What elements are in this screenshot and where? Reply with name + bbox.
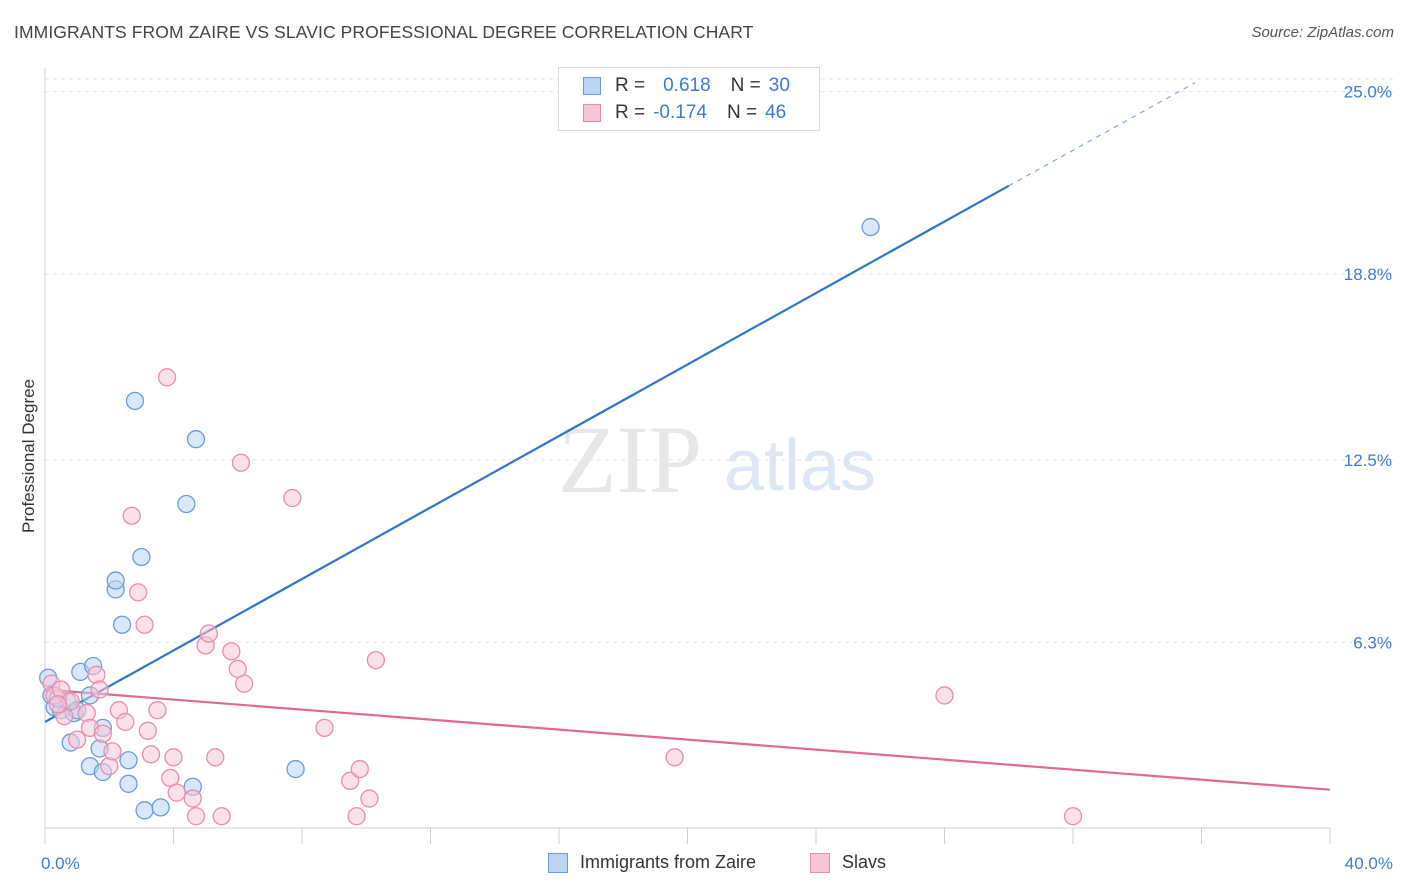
legend: R = 0.618 N = 30 R = -0.174 N = 46 <box>558 67 820 131</box>
bottom-legend-item-slavs: Slavs <box>810 852 886 873</box>
point-slavs <box>122 506 141 525</box>
trend-line-extension <box>1008 82 1196 187</box>
y-axis-title: Professional Degree <box>19 379 38 533</box>
point-slavs <box>283 488 302 508</box>
legend-n-value: 46 <box>765 102 787 123</box>
point-slavs <box>164 748 183 767</box>
source-label: Source: ZipAtlas.com <box>1251 24 1394 41</box>
legend-row-zaire: R = 0.618 N = 30 <box>583 74 810 98</box>
point-slavs <box>341 771 360 791</box>
point-slavs <box>1063 807 1083 826</box>
point-slavs <box>222 642 241 661</box>
point-slavs <box>116 712 135 732</box>
point-slavs <box>167 783 186 802</box>
point-slavs <box>360 789 379 808</box>
legend-swatch-pink <box>583 104 601 122</box>
point-slavs <box>315 718 334 737</box>
tick-labels: 6.3% 12.5% 18.8% 25.0% 0.0% 40.0% <box>41 83 1393 873</box>
point-slavs <box>90 680 109 699</box>
point-zaire <box>861 217 880 237</box>
point-slavs <box>48 695 67 714</box>
point-zaire <box>125 391 145 411</box>
point-slavs <box>77 703 96 723</box>
trend-line-slavs <box>44 688 1331 791</box>
x-tick-label: 40.0% <box>1345 854 1393 873</box>
bottom-legend: Immigrants from Zaire Slavs <box>0 852 1406 876</box>
point-slavs <box>100 756 119 776</box>
y-tick-label: 12.5% <box>1344 451 1392 470</box>
point-slavs <box>206 748 225 767</box>
point-slavs <box>212 807 231 826</box>
point-slavs <box>93 724 112 743</box>
watermark-atlas: atlas <box>724 426 876 506</box>
x-tick-label: 0.0% <box>41 854 80 873</box>
point-slavs <box>183 789 202 808</box>
legend-r-value: -0.174 <box>653 102 707 123</box>
point-zaire <box>135 801 154 820</box>
y-tick-label: 6.3% <box>1353 633 1392 652</box>
point-slavs <box>135 615 154 634</box>
point-slavs <box>665 748 684 767</box>
point-zaire <box>186 430 206 449</box>
legend-n-label: N = <box>730 75 761 96</box>
legend-r-value: 0.618 <box>663 75 711 96</box>
legend-n-label: N = <box>726 102 758 123</box>
point-slavs <box>347 807 366 826</box>
point-zaire <box>286 759 305 779</box>
point-slavs <box>366 650 386 670</box>
legend-swatch-blue <box>583 77 601 95</box>
legend-row-slavs: R = -0.174 N = 46 <box>583 101 806 125</box>
point-slavs <box>87 665 106 684</box>
point-slavs <box>157 368 177 387</box>
point-slavs <box>186 807 206 826</box>
bottom-legend-label: Immigrants from Zaire <box>580 852 757 872</box>
point-slavs <box>148 701 167 720</box>
point-slavs <box>129 583 148 602</box>
axes <box>44 68 1331 844</box>
point-slavs <box>228 659 247 679</box>
y-tick-label: 25.0% <box>1344 83 1392 102</box>
grid-lines <box>45 78 1395 643</box>
point-slavs <box>231 453 251 472</box>
point-zaire <box>132 547 151 567</box>
point-slavs <box>67 730 87 749</box>
point-slavs <box>935 686 954 705</box>
chart-title: IMMIGRANTS FROM ZAIRE VS SLAVIC PROFESSI… <box>14 22 754 42</box>
bottom-legend-label: Slavs <box>842 852 887 872</box>
point-slavs <box>138 721 157 740</box>
legend-r-label: R = <box>615 102 646 123</box>
bottom-legend-item-zaire: Immigrants from Zaire <box>548 852 756 873</box>
legend-r-label: R = <box>615 75 646 96</box>
point-zaire <box>151 798 170 817</box>
point-zaire <box>119 774 138 793</box>
point-zaire <box>177 494 196 514</box>
watermark-zip: ZIP <box>558 406 702 513</box>
y-tick-label: 18.8% <box>1344 265 1392 284</box>
point-zaire <box>119 751 138 770</box>
bottom-legend-swatch-blue <box>548 852 568 873</box>
point-slavs <box>199 624 218 643</box>
point-slavs <box>103 742 122 761</box>
point-zaire <box>112 615 132 634</box>
data-points <box>39 217 1083 826</box>
point-slavs <box>350 759 369 779</box>
legend-n-value: 30 <box>768 75 790 96</box>
bottom-legend-swatch-pink <box>810 852 830 873</box>
watermark: ZIP atlas <box>558 406 876 513</box>
point-slavs <box>141 745 161 764</box>
point-zaire <box>106 571 125 590</box>
